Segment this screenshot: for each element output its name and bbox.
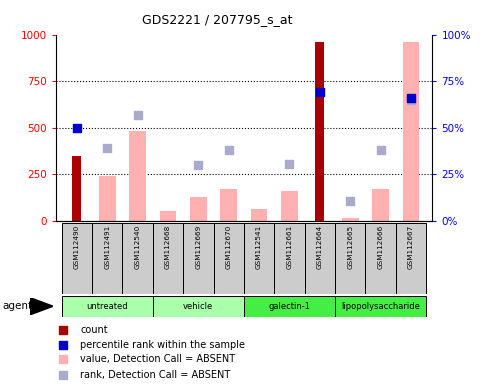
Bar	[274, 223, 305, 294]
Text: GSM112664: GSM112664	[317, 225, 323, 269]
Point	[59, 372, 67, 378]
Point	[59, 342, 67, 348]
Point	[134, 112, 142, 118]
Bar	[281, 191, 298, 221]
Text: GSM112669: GSM112669	[195, 225, 201, 269]
Point	[377, 147, 384, 153]
Point	[285, 161, 293, 167]
Text: agent: agent	[2, 301, 32, 311]
Bar	[122, 223, 153, 294]
Bar	[159, 210, 176, 221]
Text: value, Detection Call = ABSENT: value, Detection Call = ABSENT	[80, 354, 235, 364]
Bar	[183, 223, 213, 294]
Text: GDS2221 / 207795_s_at: GDS2221 / 207795_s_at	[142, 13, 293, 26]
Text: lipopolysaccharide: lipopolysaccharide	[341, 302, 420, 311]
Point	[73, 125, 81, 131]
Bar	[335, 223, 366, 294]
Point	[316, 89, 324, 95]
Point	[59, 328, 67, 334]
Text: rank, Detection Call = ABSENT: rank, Detection Call = ABSENT	[80, 370, 230, 380]
Bar	[72, 156, 82, 221]
Text: GSM112661: GSM112661	[286, 225, 293, 269]
Point	[195, 162, 202, 168]
Text: galectin-1: galectin-1	[269, 302, 311, 311]
Bar	[190, 197, 207, 221]
Point	[103, 145, 111, 151]
Text: GSM112491: GSM112491	[104, 225, 110, 269]
Text: GSM112665: GSM112665	[347, 225, 353, 269]
Text: GSM112667: GSM112667	[408, 225, 414, 269]
Bar	[244, 296, 335, 317]
Bar	[62, 223, 92, 294]
Text: GSM112540: GSM112540	[135, 225, 141, 269]
Bar	[220, 189, 237, 221]
Bar	[335, 296, 426, 317]
Bar	[366, 223, 396, 294]
Bar	[99, 176, 115, 221]
Text: count: count	[80, 326, 108, 336]
Bar	[305, 223, 335, 294]
Point	[225, 147, 233, 153]
Bar	[153, 223, 183, 294]
Bar	[92, 223, 122, 294]
Text: GSM112668: GSM112668	[165, 225, 171, 269]
Point	[346, 198, 354, 204]
Bar	[129, 131, 146, 221]
Bar	[251, 209, 268, 221]
Bar	[315, 42, 325, 221]
Text: GSM112490: GSM112490	[74, 225, 80, 269]
Text: percentile rank within the sample: percentile rank within the sample	[80, 340, 245, 350]
Text: GSM112666: GSM112666	[378, 225, 384, 269]
Bar	[342, 218, 358, 221]
Point	[59, 356, 67, 362]
Bar	[62, 296, 153, 317]
Point	[407, 95, 415, 101]
Bar	[213, 223, 244, 294]
Text: untreated: untreated	[86, 302, 128, 311]
Bar	[153, 296, 244, 317]
Text: GSM112670: GSM112670	[226, 225, 232, 269]
Bar	[396, 223, 426, 294]
Bar	[244, 223, 274, 294]
Text: vehicle: vehicle	[183, 302, 213, 311]
Bar	[372, 189, 389, 221]
Polygon shape	[30, 298, 53, 315]
Point	[407, 97, 415, 103]
Text: GSM112541: GSM112541	[256, 225, 262, 269]
Bar	[403, 42, 419, 221]
